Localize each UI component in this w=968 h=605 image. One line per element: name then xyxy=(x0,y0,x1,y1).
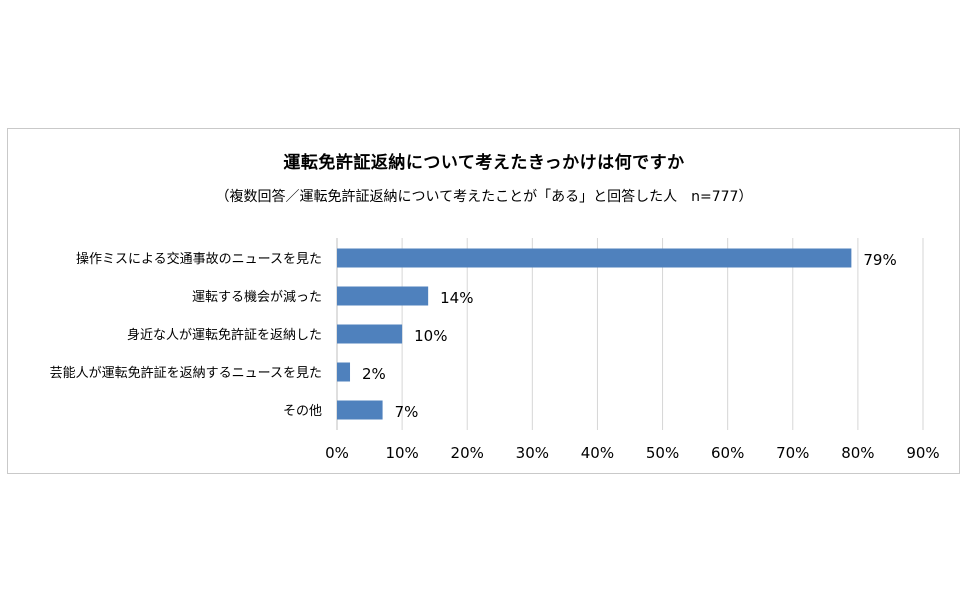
x-tick-label-30: 30% xyxy=(516,444,549,462)
bar-0 xyxy=(337,248,852,268)
x-tick-label-10: 10% xyxy=(385,444,418,462)
chart-frame xyxy=(7,128,960,474)
x-tick-label-90: 90% xyxy=(906,444,939,462)
x-tick-label-60: 60% xyxy=(711,444,744,462)
value-label-4: 7% xyxy=(395,403,419,421)
x-tick-label-0: 0% xyxy=(325,444,349,462)
bar-4 xyxy=(337,400,383,420)
x-tick-label-80: 80% xyxy=(841,444,874,462)
value-label-0: 79% xyxy=(863,251,896,269)
category-label-1: 運転する機会が減った xyxy=(192,289,322,305)
value-label-2: 10% xyxy=(414,327,447,345)
x-tick-label-70: 70% xyxy=(776,444,809,462)
labels: 0% 10% 20% 30% 40% 50% 60% 70% 80% 90% 操作ミスによる交通事故… xyxy=(50,251,940,462)
chart-title: 運転免許証返納について考えたきっかけは何ですか xyxy=(283,153,685,173)
bar-3 xyxy=(337,362,351,382)
chart-subtitle: （複数回答／運転免許証返納について考えたことが「ある」と回答した人 n=777） xyxy=(215,189,753,205)
bar-2 xyxy=(337,324,403,344)
bars xyxy=(337,248,852,420)
value-label-3: 2% xyxy=(362,365,386,383)
bar-1 xyxy=(337,286,429,306)
x-tick-label-20: 20% xyxy=(451,444,484,462)
category-label-4: その他 xyxy=(283,404,322,419)
category-label-0: 操作ミスによる交通事故のニュースを見た xyxy=(76,251,322,267)
category-label-3: 芸能人が運転免許証を返納するニュースを見た xyxy=(50,365,322,381)
grid-lines xyxy=(336,238,924,430)
category-label-2: 身近な人が運転免許証を返納した xyxy=(127,327,322,343)
value-label-1: 14% xyxy=(440,289,473,307)
x-tick-label-50: 50% xyxy=(646,444,679,462)
x-tick-label-40: 40% xyxy=(581,444,614,462)
